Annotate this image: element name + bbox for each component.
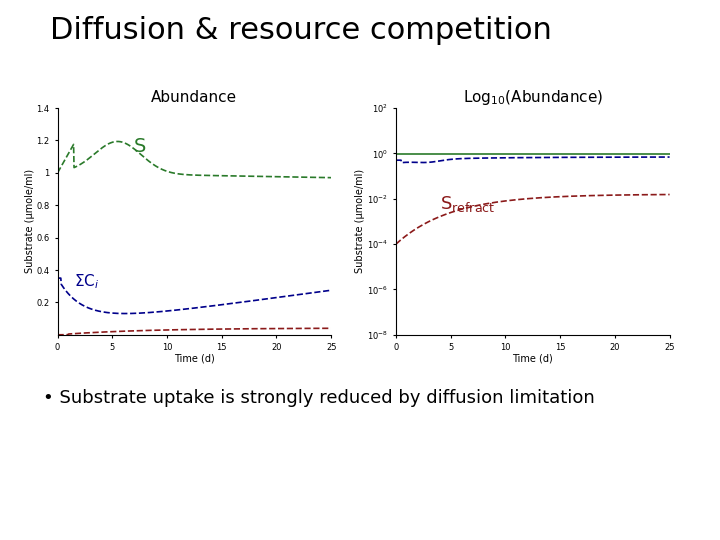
Text: $\Sigma$C$_i$: $\Sigma$C$_i$ [74,272,99,291]
Title: Abundance: Abundance [151,90,238,105]
Text: S$_{\rm refract}$: S$_{\rm refract}$ [440,194,495,214]
Y-axis label: Substrate (μmole/ml): Substrate (μmole/ml) [24,170,35,273]
Text: S: S [134,137,147,156]
Text: Diffusion & resource competition: Diffusion & resource competition [50,16,552,45]
Y-axis label: Substrate (μmole/ml): Substrate (μmole/ml) [355,170,365,273]
X-axis label: Time (d): Time (d) [174,354,215,363]
Text: • Substrate uptake is strongly reduced by diffusion limitation: • Substrate uptake is strongly reduced b… [43,389,595,407]
X-axis label: Time (d): Time (d) [513,354,553,363]
Title: Log$_{10}$(Abundance): Log$_{10}$(Abundance) [463,89,603,107]
